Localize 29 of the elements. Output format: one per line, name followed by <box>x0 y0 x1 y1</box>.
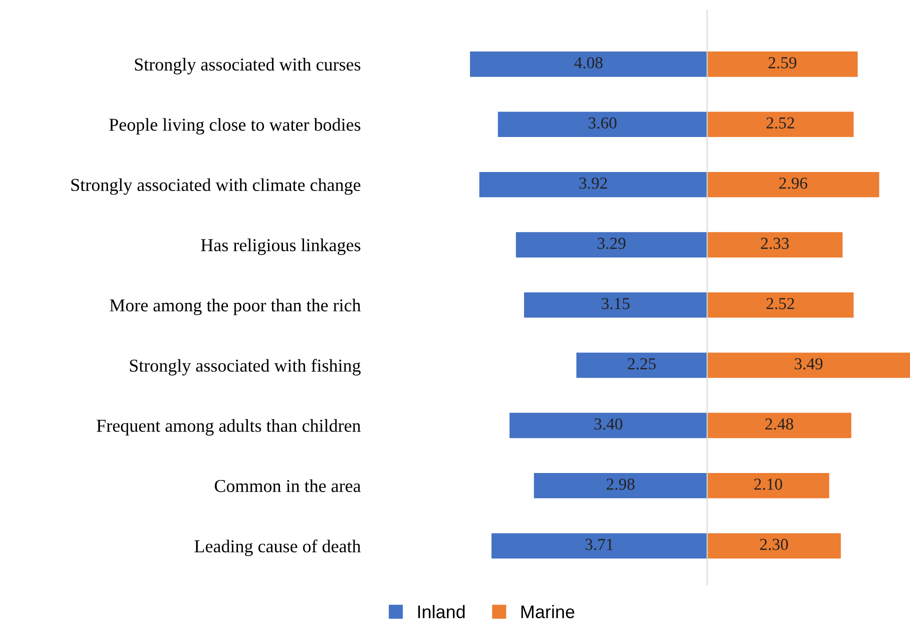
y-tick-label: Strongly associated with curses <box>135 58 360 74</box>
y-tick-label: Has religious linkages <box>201 238 360 255</box>
data-label: 2.52 <box>766 298 794 310</box>
data-label: 3.29 <box>598 238 626 250</box>
data-label: 2.30 <box>760 538 788 550</box>
data-label: 2.98 <box>606 478 634 490</box>
data-label: 2.33 <box>761 238 789 250</box>
data-label: 2.52 <box>766 117 794 129</box>
y-tick-label: Strongly associated with climate change <box>71 178 360 195</box>
y-tick-label: More among the poor than the rich <box>110 298 361 316</box>
legend-label: Inland <box>418 604 465 618</box>
y-tick-label: People living close to water bodies <box>109 118 360 135</box>
y-tick-label: Leading cause of death <box>194 540 361 556</box>
data-label: 3.49 <box>794 358 822 370</box>
y-tick-label: Frequent among adults than children <box>96 419 361 436</box>
y-tick-label: Strongly associated with fishing <box>130 358 361 376</box>
data-label: 3.40 <box>594 418 622 430</box>
data-label: 2.48 <box>765 418 794 430</box>
data-label: 2.59 <box>768 57 796 68</box>
data-label: 3.60 <box>588 117 616 129</box>
data-label: 3.15 <box>602 298 630 310</box>
y-tick-label: Common in the area <box>214 479 361 492</box>
data-label: 2.25 <box>628 358 656 370</box>
data-label: 3.92 <box>579 178 607 189</box>
data-label: 4.08 <box>574 57 603 68</box>
legend-label: Marine <box>521 604 574 618</box>
data-label: 3.71 <box>586 538 613 550</box>
data-label: 2.96 <box>779 178 808 189</box>
data-label: 2.10 <box>754 478 782 490</box>
